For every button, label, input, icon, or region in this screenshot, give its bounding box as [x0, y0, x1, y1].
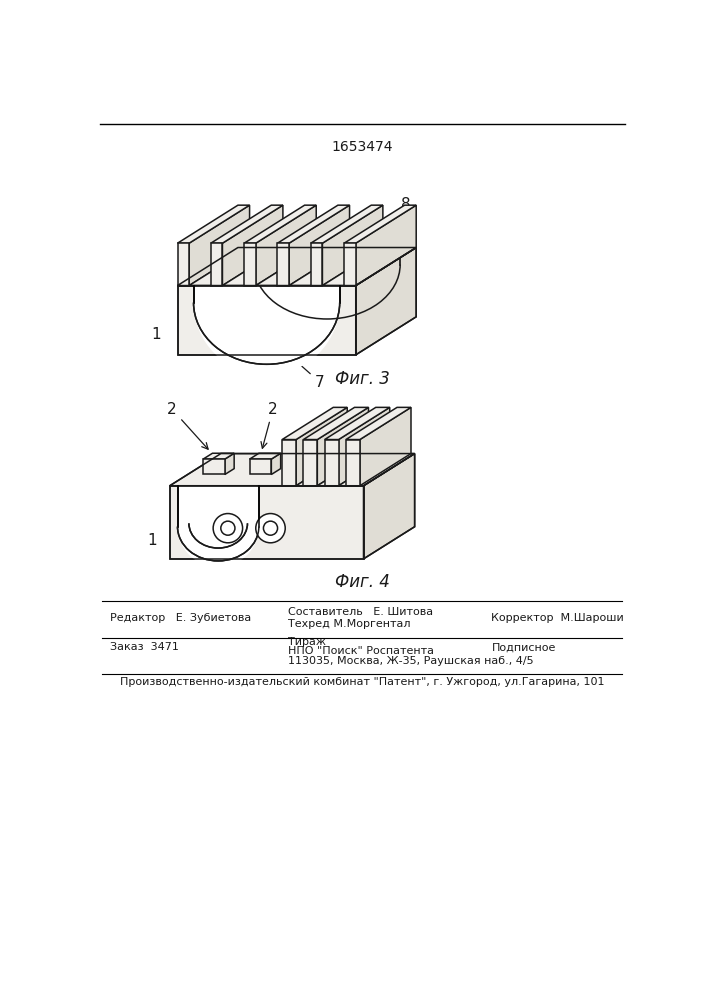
Polygon shape: [177, 486, 259, 527]
Polygon shape: [250, 453, 281, 459]
Polygon shape: [346, 407, 411, 440]
Polygon shape: [303, 440, 317, 486]
Polygon shape: [356, 205, 416, 286]
Polygon shape: [250, 459, 271, 474]
Polygon shape: [325, 440, 339, 486]
Polygon shape: [170, 486, 363, 559]
Polygon shape: [194, 286, 339, 303]
Polygon shape: [177, 243, 189, 286]
Polygon shape: [339, 407, 390, 486]
Text: Фиг. 4: Фиг. 4: [334, 573, 390, 591]
Circle shape: [221, 521, 235, 535]
Polygon shape: [256, 205, 316, 286]
Polygon shape: [317, 454, 376, 486]
Polygon shape: [303, 407, 368, 440]
Polygon shape: [322, 248, 404, 286]
Polygon shape: [339, 454, 397, 486]
Polygon shape: [244, 243, 256, 286]
Polygon shape: [211, 205, 283, 243]
Polygon shape: [289, 205, 349, 286]
Text: 113035, Москва, Ж-35, Раушская наб., 4/5: 113035, Москва, Ж-35, Раушская наб., 4/5: [288, 656, 534, 666]
Polygon shape: [296, 454, 354, 486]
Polygon shape: [346, 440, 360, 486]
Polygon shape: [203, 453, 234, 459]
Polygon shape: [296, 407, 347, 486]
Text: 2: 2: [261, 402, 278, 448]
Polygon shape: [244, 205, 316, 243]
Text: Фиг. 3: Фиг. 3: [334, 370, 390, 388]
Polygon shape: [225, 453, 234, 474]
Text: НПО "Поиск" Роспатента: НПО "Поиск" Роспатента: [288, 646, 434, 656]
Polygon shape: [170, 454, 414, 486]
Polygon shape: [277, 205, 349, 243]
Polygon shape: [277, 243, 289, 286]
Text: Производственно-издательский комбинат "Патент", г. Ужгород, ул.Гагарина, 101: Производственно-издательский комбинат "П…: [119, 677, 604, 687]
Polygon shape: [203, 459, 225, 474]
Text: Заказ  3471: Заказ 3471: [110, 642, 179, 652]
Polygon shape: [317, 407, 368, 486]
Wedge shape: [177, 527, 259, 567]
Polygon shape: [256, 248, 338, 286]
Polygon shape: [344, 205, 416, 243]
Polygon shape: [177, 248, 416, 286]
Polygon shape: [282, 440, 296, 486]
Text: Тираж: Тираж: [288, 637, 327, 647]
Polygon shape: [177, 286, 356, 355]
Polygon shape: [360, 407, 411, 486]
Polygon shape: [356, 248, 416, 355]
Text: Составитель   Е. Шитова: Составитель Е. Шитова: [288, 607, 433, 617]
Wedge shape: [194, 303, 339, 375]
Polygon shape: [322, 205, 383, 286]
Text: Техред М.Моргентал: Техред М.Моргентал: [288, 619, 411, 629]
Circle shape: [256, 514, 285, 543]
Polygon shape: [282, 407, 347, 440]
Polygon shape: [289, 248, 371, 286]
Polygon shape: [211, 243, 223, 286]
Polygon shape: [311, 243, 322, 286]
Polygon shape: [189, 248, 271, 286]
Polygon shape: [223, 205, 283, 286]
Polygon shape: [189, 205, 250, 286]
Polygon shape: [177, 205, 250, 243]
Polygon shape: [223, 248, 305, 286]
Text: 8: 8: [366, 197, 410, 234]
Circle shape: [213, 514, 243, 543]
Text: Корректор  М.Шароши: Корректор М.Шароши: [491, 613, 624, 623]
Polygon shape: [363, 454, 414, 559]
Text: 2: 2: [168, 402, 208, 449]
Text: 1: 1: [152, 327, 161, 342]
Text: Редактор   Е. Зубиетова: Редактор Е. Зубиетова: [110, 613, 251, 623]
Polygon shape: [311, 205, 383, 243]
Text: 1653474: 1653474: [331, 140, 392, 154]
Polygon shape: [271, 453, 281, 474]
Polygon shape: [325, 407, 390, 440]
Polygon shape: [344, 243, 356, 286]
Circle shape: [264, 521, 278, 535]
Text: 1: 1: [147, 533, 157, 548]
Text: 7: 7: [281, 347, 325, 390]
Text: Подписное: Подписное: [491, 642, 556, 652]
